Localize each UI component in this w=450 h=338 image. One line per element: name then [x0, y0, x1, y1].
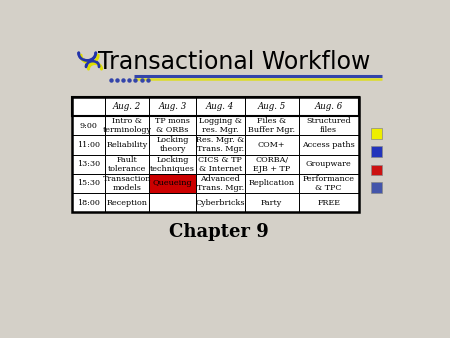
Bar: [72, 174, 105, 193]
Text: Advanced
Trans. Mgr.: Advanced Trans. Mgr.: [197, 175, 244, 192]
Text: 18:00: 18:00: [77, 199, 100, 207]
Bar: [149, 135, 196, 154]
Text: Aug. 4: Aug. 4: [206, 102, 234, 111]
Text: 15:30: 15:30: [77, 179, 100, 187]
Bar: [371, 128, 382, 139]
Text: TP mons
& ORBs: TP mons & ORBs: [155, 117, 190, 134]
Bar: [196, 154, 245, 174]
Bar: [196, 116, 245, 135]
Text: Performance
& TPC: Performance & TPC: [303, 175, 355, 192]
Bar: [299, 97, 359, 116]
Bar: [196, 193, 245, 212]
Text: 13:30: 13:30: [77, 160, 100, 168]
Text: Res. Mgr. &
Trans. Mgr.: Res. Mgr. & Trans. Mgr.: [196, 136, 244, 153]
Text: Logging &
res. Mgr.: Logging & res. Mgr.: [198, 117, 242, 134]
Bar: [105, 154, 149, 174]
Text: Cyberbricks: Cyberbricks: [195, 199, 245, 207]
Text: Aug. 3: Aug. 3: [158, 102, 187, 111]
Bar: [105, 135, 149, 154]
Bar: [149, 193, 196, 212]
Bar: [72, 97, 105, 116]
Text: Reliability: Reliability: [107, 141, 148, 149]
Bar: [299, 154, 359, 174]
Bar: [72, 97, 359, 116]
Text: Groupware: Groupware: [306, 160, 351, 168]
Bar: [72, 135, 105, 154]
Bar: [149, 174, 196, 193]
Bar: [149, 116, 196, 135]
Text: Locking
techniques: Locking techniques: [150, 155, 195, 173]
Bar: [196, 97, 245, 116]
Text: FREE: FREE: [317, 199, 340, 207]
Bar: [105, 174, 149, 193]
Bar: [245, 154, 299, 174]
Text: Replication: Replication: [249, 179, 295, 187]
Bar: [105, 97, 149, 116]
Text: Workflow: Workflow: [153, 199, 192, 207]
Bar: [371, 182, 382, 193]
Bar: [245, 135, 299, 154]
Text: Access paths: Access paths: [302, 141, 355, 149]
Text: Structured
files: Structured files: [306, 117, 351, 134]
Bar: [299, 174, 359, 193]
Bar: [196, 174, 245, 193]
Bar: [72, 193, 105, 212]
Text: Transaction
models: Transaction models: [103, 175, 151, 192]
Bar: [245, 193, 299, 212]
Bar: [245, 116, 299, 135]
Text: Aug. 2: Aug. 2: [113, 102, 141, 111]
Text: Transactional Workflow: Transactional Workflow: [98, 50, 371, 74]
Text: Aug. 5: Aug. 5: [257, 102, 286, 111]
Text: 11:00: 11:00: [77, 141, 100, 149]
Text: CORBA/
EJB + TP: CORBA/ EJB + TP: [253, 155, 290, 173]
Text: Chapter 9: Chapter 9: [169, 222, 269, 241]
Text: COM+: COM+: [258, 141, 285, 149]
Bar: [245, 174, 299, 193]
Bar: [149, 97, 196, 116]
Bar: [105, 193, 149, 212]
Bar: [371, 146, 382, 157]
Bar: [149, 154, 196, 174]
Bar: [299, 193, 359, 212]
Text: Intro &
terminology: Intro & terminology: [103, 117, 152, 134]
Bar: [245, 97, 299, 116]
Bar: [72, 154, 105, 174]
Text: Locking
theory: Locking theory: [156, 136, 189, 153]
Bar: [299, 116, 359, 135]
Text: CICS & TP
& Internet: CICS & TP & Internet: [198, 155, 242, 173]
Text: Files &
Buffer Mgr.: Files & Buffer Mgr.: [248, 117, 295, 134]
Text: Queueing: Queueing: [153, 179, 192, 187]
Text: Reception: Reception: [107, 199, 148, 207]
Bar: [72, 116, 105, 135]
Text: Aug. 6: Aug. 6: [315, 102, 343, 111]
Text: Fault
tolerance: Fault tolerance: [108, 155, 146, 173]
Bar: [72, 97, 359, 212]
Bar: [371, 165, 382, 175]
Text: Party: Party: [261, 199, 282, 207]
Bar: [299, 135, 359, 154]
Bar: [105, 116, 149, 135]
Bar: [196, 135, 245, 154]
Text: 9:00: 9:00: [80, 122, 97, 130]
